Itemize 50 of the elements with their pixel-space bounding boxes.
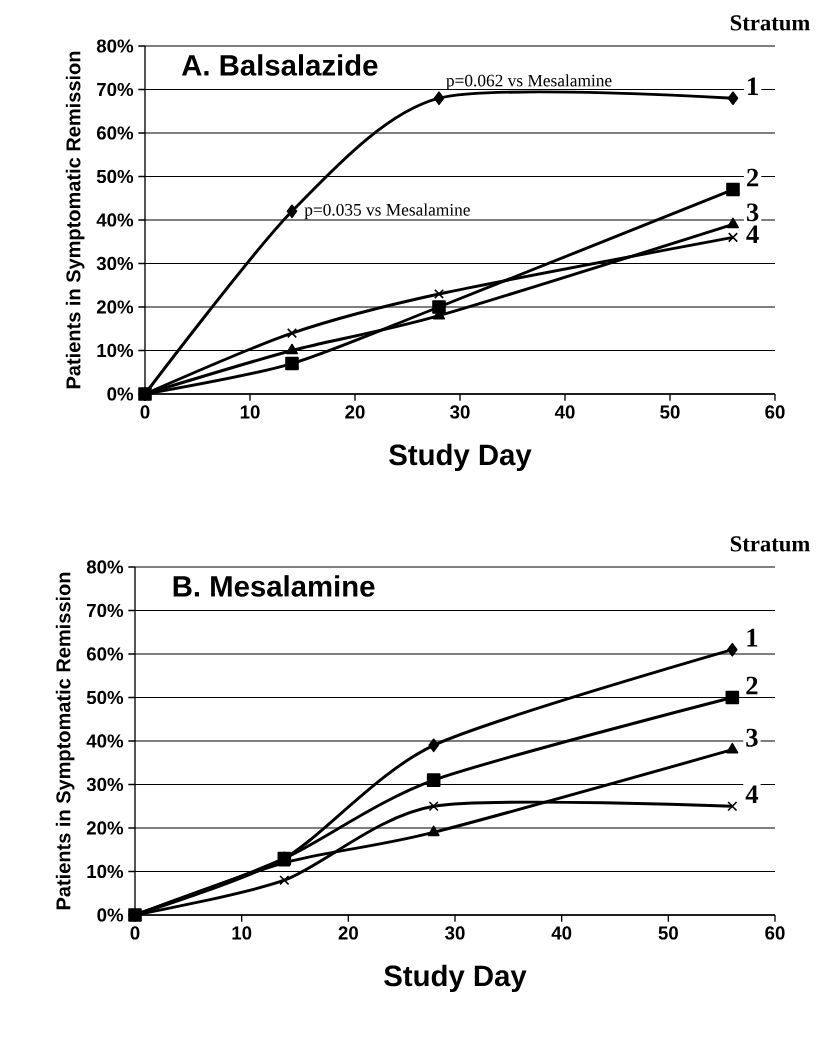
x-axis-title: Study Day <box>389 443 532 472</box>
annotation: p=0.062 vs Mesalamine <box>446 74 612 90</box>
y-tick-label: 30% <box>86 777 124 792</box>
annotation: p=0.035 vs Mesalamine <box>304 203 470 220</box>
x-axis-title: Study Day <box>384 964 527 993</box>
y-tick-label: 60% <box>86 647 124 661</box>
x-tick-label: 10 <box>240 405 260 419</box>
series-label: 4 <box>745 785 759 804</box>
series-label: 2 <box>747 168 759 187</box>
y-tick-label: 0% <box>97 908 124 922</box>
y-tick-label: 80% <box>96 39 134 53</box>
y-tick-label: 60% <box>96 126 134 140</box>
y-axis-title: Patients in Symptomatic Remission <box>65 51 85 389</box>
y-tick-label: 70% <box>87 603 124 618</box>
x-tick-label: 0 <box>140 405 150 419</box>
x-tick-label: 50 <box>658 926 678 940</box>
y-tick-label: 50% <box>96 169 134 184</box>
y-tick-label: 70% <box>97 82 134 97</box>
y-tick-label: 40% <box>96 213 134 227</box>
x-tick-label: 40 <box>551 926 572 940</box>
x-tick-label: 20 <box>338 926 358 940</box>
legend-title: Stratum <box>730 536 810 552</box>
y-tick-label: 10% <box>97 343 134 358</box>
x-tick-label: 40 <box>554 405 575 419</box>
series-label: 1 <box>748 77 758 95</box>
y-tick-label: 80% <box>86 560 124 574</box>
y-tick-label: 10% <box>87 864 124 879</box>
x-tick-label: 60 <box>765 405 785 419</box>
x-tick-label: 20 <box>345 405 365 419</box>
series-label: 3 <box>746 728 758 747</box>
series-label: 4 <box>746 225 759 244</box>
y-tick-label: 30% <box>96 256 134 271</box>
chart-title: B. Mesalamine <box>173 575 375 597</box>
series-label: 2 <box>746 676 758 695</box>
x-tick-label: 30 <box>450 405 470 419</box>
series-label: 1 <box>747 628 758 647</box>
y-tick-label: 50% <box>86 690 124 705</box>
chart-title: A. Balsalazide <box>181 54 378 76</box>
x-tick-label: 50 <box>660 405 680 419</box>
x-tick-label: 30 <box>445 926 465 940</box>
y-tick-label: 20% <box>96 300 134 314</box>
x-tick-label: 0 <box>130 926 140 940</box>
x-tick-label: 60 <box>765 926 785 940</box>
legend-title: Stratum <box>730 15 810 31</box>
x-tick-label: 10 <box>232 926 252 940</box>
y-axis-title: Patients in Symptomatic Remission <box>55 572 75 910</box>
series-label: 3 <box>746 203 759 222</box>
y-tick-label: 0% <box>107 387 134 401</box>
y-tick-label: 40% <box>86 734 124 748</box>
y-tick-label: 20% <box>86 821 124 835</box>
